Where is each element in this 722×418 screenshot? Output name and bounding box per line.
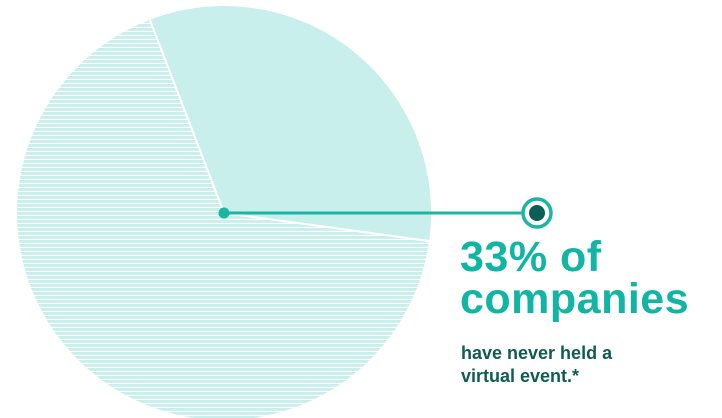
stat-caption: have never held a virtual event.* xyxy=(461,342,701,388)
callout-marker-core xyxy=(529,205,545,221)
stat-caption-line2: virtual event.* xyxy=(461,366,580,386)
stat-headline-line2: companies xyxy=(460,275,690,323)
stat-headline-line1: 33% of xyxy=(460,233,602,281)
pie-slice-highlight xyxy=(148,4,433,243)
stat-caption-line1: have never held a xyxy=(461,343,613,363)
stat-headline: 33% of companies xyxy=(460,233,722,323)
pie-center-dot xyxy=(218,207,230,219)
